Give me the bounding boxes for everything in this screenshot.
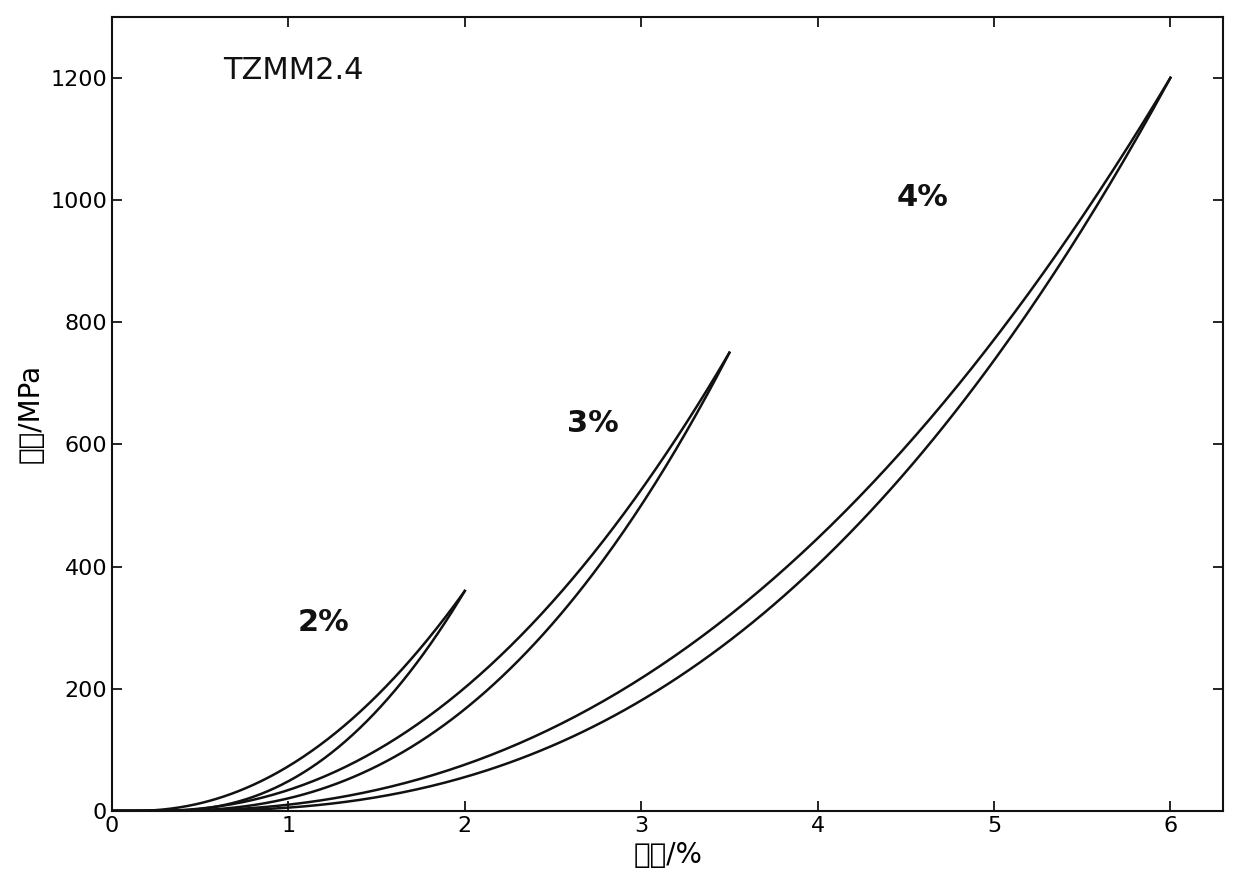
Y-axis label: 应力/MPa: 应力/MPa: [16, 364, 45, 463]
X-axis label: 应变/%: 应变/%: [634, 842, 702, 869]
Text: TZMM2.4: TZMM2.4: [223, 57, 363, 85]
Text: 3%: 3%: [567, 409, 619, 438]
Text: 2%: 2%: [298, 608, 348, 637]
Text: 4%: 4%: [897, 183, 949, 212]
